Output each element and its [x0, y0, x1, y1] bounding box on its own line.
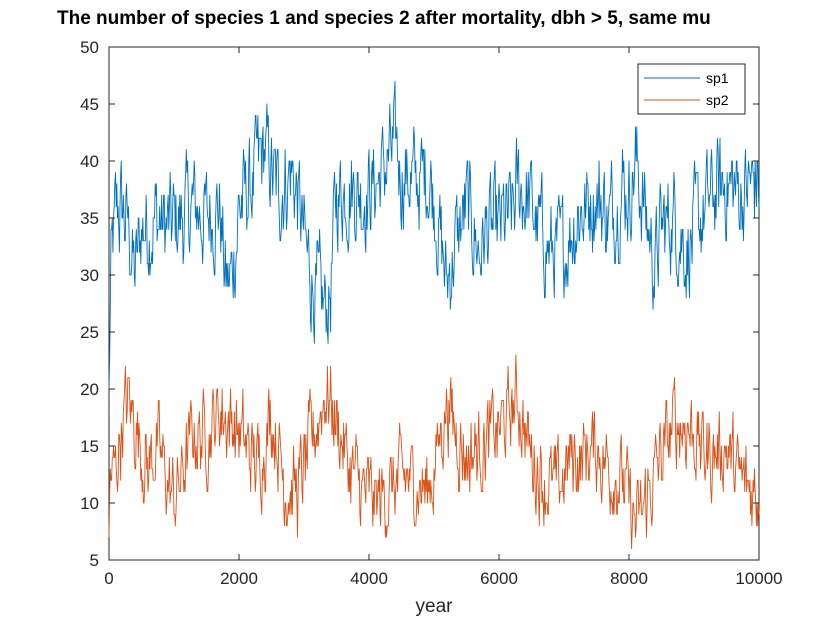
y-tick-label: 45 — [80, 95, 99, 114]
x-tick-label: 2000 — [220, 569, 258, 588]
x-tick-label: 6000 — [480, 569, 518, 588]
y-tick-label: 5 — [90, 551, 99, 570]
x-tick-label: 10000 — [735, 569, 782, 588]
y-tick-label: 20 — [80, 380, 99, 399]
legend-box — [637, 63, 746, 115]
y-tick-label: 25 — [80, 323, 99, 342]
y-tick-label: 10 — [80, 494, 99, 513]
y-tick-label: 35 — [80, 209, 99, 228]
x-tick-label: 0 — [104, 569, 113, 588]
series-line-sp2 — [108, 354, 760, 550]
x-tick-label: 4000 — [350, 569, 388, 588]
x-tick-label: 8000 — [610, 569, 648, 588]
series-line-sp1 — [108, 80, 760, 390]
chart-title: The number of species 1 and species 2 af… — [57, 8, 711, 29]
y-tick-label: 15 — [80, 437, 99, 456]
y-tick-label: 40 — [80, 152, 99, 171]
y-tick-label: 30 — [80, 266, 99, 285]
legend-label-sp1: sp1 — [706, 70, 729, 86]
x-axis-label: year — [416, 596, 454, 617]
y-tick-label: 50 — [80, 38, 99, 57]
legend-label-sp2: sp2 — [706, 92, 729, 108]
